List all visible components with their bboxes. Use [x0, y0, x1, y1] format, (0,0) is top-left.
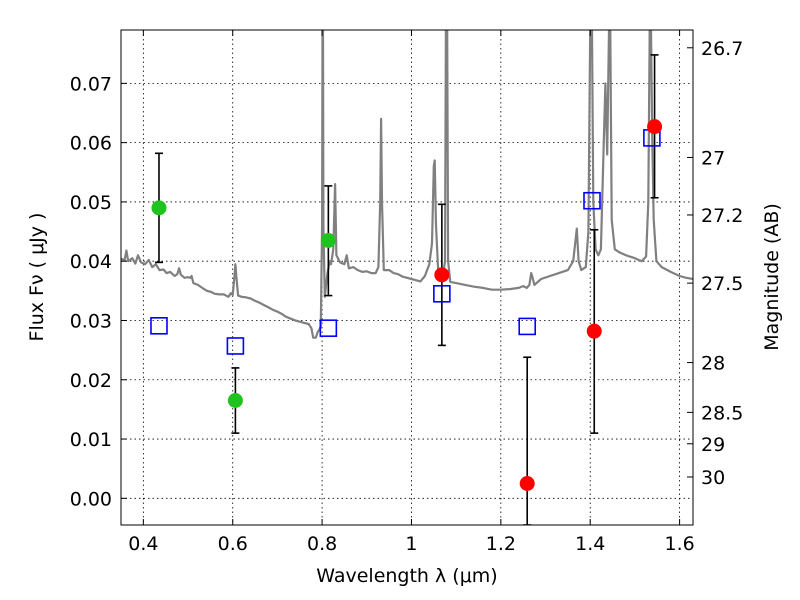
model-point-square: [226, 337, 245, 355]
observed-point-red: [434, 267, 450, 283]
y-tick-label: 0.05: [70, 192, 112, 214]
y2-tick-label: 28.5: [701, 402, 743, 424]
y-tick-label: 0.00: [70, 488, 112, 510]
y2-tick-label: 27.2: [701, 205, 743, 227]
axis-ticks: [121, 30, 693, 525]
x-axis-label: Wavelength λ (μm): [316, 565, 497, 587]
y2-tick-label: 26.7: [701, 38, 743, 60]
plot-frame: [120, 29, 694, 526]
tick-labels: 0.4 0.6 0.8 1 1.2 1.4 1.6 0.00 0.01 0.02 0.03 0.04 0…: [70, 38, 744, 555]
x-tick-label: 1: [405, 533, 417, 555]
x-tick-label: 0.4: [128, 533, 158, 555]
y-tick-label: 0.04: [70, 251, 112, 273]
y-tick-label: 0.07: [70, 73, 112, 95]
y2-axis-label: Magnitude (AB): [761, 203, 783, 351]
x-tick-label: 0.6: [218, 533, 248, 555]
observed-point-green: [227, 393, 243, 409]
model-point-square: [583, 191, 601, 210]
y2-tick-label: 30: [701, 467, 725, 489]
model-point-square: [518, 317, 537, 336]
spectrum-line: [121, 30, 693, 339]
y-tick-label: 0.01: [70, 429, 112, 451]
model-point-square: [319, 319, 338, 337]
y2-tick-label: 28: [701, 353, 725, 375]
y-tick-label: 0.03: [70, 310, 112, 332]
observed-point-red: [647, 119, 663, 135]
x-tick-label: 1.2: [486, 533, 516, 555]
model-point-square: [433, 285, 451, 303]
y-tick-label: 0.02: [70, 370, 112, 392]
observed-point-green: [151, 200, 167, 216]
y2-tick-label: 27: [701, 147, 725, 169]
x-tick-label: 0.8: [307, 533, 337, 555]
observed-point-red: [586, 323, 602, 339]
observed-points: [151, 119, 663, 492]
observed-point-green: [320, 232, 336, 248]
y2-tick-label: 29: [701, 434, 725, 456]
model-point-square: [150, 317, 168, 335]
x-tick-label: 1.4: [575, 533, 605, 555]
observed-point-red: [519, 476, 535, 492]
model-points: [150, 129, 661, 355]
y-axis-label: Flux Fν ( μJy ): [26, 213, 48, 342]
y-tick-label: 0.06: [70, 133, 112, 155]
x-tick-label: 1.6: [664, 533, 694, 555]
spectrum-series: [121, 30, 693, 339]
y2-tick-label: 27.5: [701, 273, 743, 295]
